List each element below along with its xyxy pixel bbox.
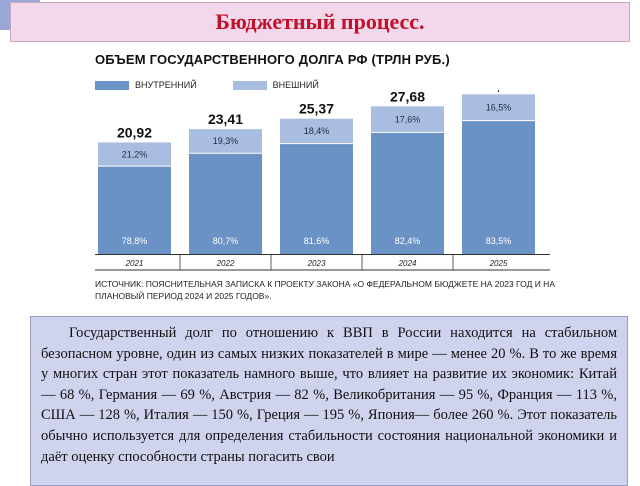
legend-label-external: ВНЕШНИЙ [272, 80, 319, 90]
label-external-share-2021: 21,2% [122, 149, 148, 159]
source-note: ИСТОЧНИК: ПОЯСНИТЕЛЬНАЯ ЗАПИСКА К ПРОЕКТ… [95, 279, 555, 301]
bar-internal-2023 [280, 143, 353, 254]
bar-internal-2021 [98, 166, 171, 254]
bar-external-2023 [280, 118, 353, 144]
label-internal-share-2024: 82,4% [395, 236, 421, 246]
tick-label-2022: 2022 [216, 259, 235, 268]
label-external-share-2025: 16,5% [486, 102, 512, 112]
label-total-2022: 23,41 [208, 111, 243, 127]
bar-external-2021 [98, 142, 171, 167]
label-total-2021: 20,92 [117, 124, 152, 140]
slide-title-bar: Бюджетный процесс. [10, 2, 630, 42]
bar-internal-2022 [189, 153, 262, 254]
label-internal-share-2021: 78,8% [122, 236, 148, 246]
label-external-share-2023: 18,4% [304, 126, 330, 136]
legend-item-external: ВНЕШНИЙ [232, 80, 319, 90]
label-internal-share-2022: 80,7% [213, 236, 239, 246]
label-total-2025: 29,94 [481, 90, 516, 92]
debt-bar-chart: 21,2% 78,8% 20,92 2021 19,3% 80,7% 23,41 2022 18… [95, 90, 550, 271]
slide-title: Бюджетный процесс. [215, 9, 425, 34]
label-total-2023: 25,37 [299, 101, 334, 117]
bar-internal-2024 [371, 132, 444, 254]
label-internal-share-2023: 81,6% [304, 236, 330, 246]
label-internal-share-2025: 83,5% [486, 236, 512, 246]
chart-legend: ВНУТРЕННИЙ ВНЕШНИЙ [95, 80, 355, 90]
chart-title: ОБЪЕМ ГОСУДАРСТВЕННОГО ДОЛГА РФ (ТРЛН РУ… [95, 52, 450, 67]
body-paragraph: Государственный долг по отношению к ВВП … [41, 325, 617, 465]
text-box: Государственный долг по отношению к ВВП … [30, 316, 628, 486]
legend-swatch-internal [95, 80, 129, 90]
bar-external-2025 [462, 94, 535, 121]
legend-item-internal: ВНУТРЕННИЙ [95, 80, 197, 90]
legend-swatch-external [232, 80, 267, 90]
bar-internal-2025 [462, 120, 535, 254]
legend-label-internal: ВНУТРЕННИЙ [135, 80, 197, 90]
bar-external-2022 [189, 129, 262, 154]
tick-label-2023: 2023 [307, 259, 326, 268]
tick-label-2024: 2024 [398, 259, 417, 268]
label-total-2024: 27,68 [390, 90, 425, 104]
bar-external-2024 [371, 106, 444, 133]
tick-label-2025: 2025 [489, 259, 508, 268]
tick-label-2021: 2021 [125, 259, 144, 268]
label-external-share-2022: 19,3% [213, 136, 239, 146]
label-external-share-2024: 17,6% [395, 114, 421, 124]
